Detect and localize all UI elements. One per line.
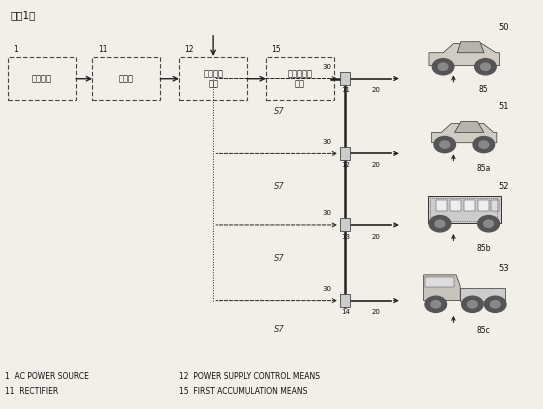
Text: 51: 51: [498, 102, 509, 111]
Text: 53: 53: [498, 264, 509, 273]
Text: S7: S7: [274, 325, 285, 334]
Text: 供電制御
手段: 供電制御 手段: [203, 69, 223, 88]
Circle shape: [440, 141, 450, 148]
Text: S7: S7: [274, 182, 285, 191]
Circle shape: [484, 220, 494, 227]
Text: 30: 30: [322, 64, 331, 70]
Polygon shape: [429, 44, 500, 65]
Polygon shape: [424, 275, 460, 301]
FancyBboxPatch shape: [8, 57, 76, 100]
Text: 85b: 85b: [476, 244, 490, 253]
Text: 15: 15: [272, 45, 281, 54]
Polygon shape: [428, 196, 501, 223]
Circle shape: [475, 58, 496, 75]
FancyBboxPatch shape: [92, 57, 160, 100]
Text: 20: 20: [371, 234, 380, 240]
Circle shape: [435, 220, 445, 227]
Circle shape: [479, 141, 489, 148]
FancyBboxPatch shape: [340, 147, 350, 160]
Text: 【図1】: 【図1】: [11, 10, 36, 20]
Text: 14: 14: [341, 309, 350, 315]
Polygon shape: [460, 288, 505, 301]
Polygon shape: [491, 200, 499, 211]
Text: 12  POWER SUPPLY CONTROL MEANS: 12 POWER SUPPLY CONTROL MEANS: [179, 372, 320, 381]
Circle shape: [484, 296, 506, 312]
Polygon shape: [478, 200, 489, 211]
Circle shape: [462, 296, 483, 312]
Circle shape: [490, 301, 500, 308]
Text: 11  RECTIFIER: 11 RECTIFIER: [5, 387, 59, 396]
Circle shape: [438, 63, 448, 70]
Text: 30: 30: [322, 139, 331, 145]
Text: 85a: 85a: [476, 164, 490, 173]
Text: 11: 11: [341, 87, 350, 93]
Polygon shape: [457, 42, 484, 53]
Circle shape: [434, 137, 456, 153]
Circle shape: [473, 137, 495, 153]
Text: 85: 85: [478, 85, 488, 94]
Polygon shape: [436, 200, 447, 211]
Text: 50: 50: [498, 23, 509, 32]
Text: 30: 30: [322, 210, 331, 216]
Text: S7: S7: [274, 107, 285, 116]
Text: 1: 1: [14, 45, 18, 54]
FancyBboxPatch shape: [340, 72, 350, 85]
Circle shape: [432, 58, 454, 75]
FancyBboxPatch shape: [266, 57, 334, 100]
Text: 30: 30: [322, 286, 331, 292]
FancyBboxPatch shape: [179, 57, 247, 100]
Text: 20: 20: [371, 309, 380, 315]
Circle shape: [478, 216, 500, 232]
Text: 1  AC POWER SOURCE: 1 AC POWER SOURCE: [5, 372, 89, 381]
Text: 20: 20: [371, 87, 380, 93]
Text: 13: 13: [341, 234, 350, 240]
Text: 第一の蓄電
手段: 第一の蓄電 手段: [287, 69, 313, 88]
Text: 12: 12: [185, 45, 194, 54]
Text: 20: 20: [371, 162, 380, 168]
Circle shape: [429, 216, 451, 232]
FancyBboxPatch shape: [340, 218, 350, 231]
Text: 交流電源: 交流電源: [32, 74, 52, 83]
Polygon shape: [464, 200, 475, 211]
Polygon shape: [454, 121, 484, 133]
Circle shape: [481, 63, 490, 70]
Text: 15  FIRST ACCUMULATION MEANS: 15 FIRST ACCUMULATION MEANS: [179, 387, 307, 396]
Text: 整流器: 整流器: [119, 74, 134, 83]
Circle shape: [468, 301, 477, 308]
Polygon shape: [450, 200, 460, 211]
Polygon shape: [432, 124, 497, 143]
Circle shape: [431, 301, 441, 308]
Text: S7: S7: [274, 254, 285, 263]
Text: 85c: 85c: [476, 326, 490, 335]
Text: 52: 52: [498, 182, 509, 191]
Circle shape: [425, 296, 446, 312]
Polygon shape: [425, 276, 454, 287]
Text: 11: 11: [98, 45, 107, 54]
Text: 12: 12: [341, 162, 350, 168]
FancyBboxPatch shape: [340, 294, 350, 307]
